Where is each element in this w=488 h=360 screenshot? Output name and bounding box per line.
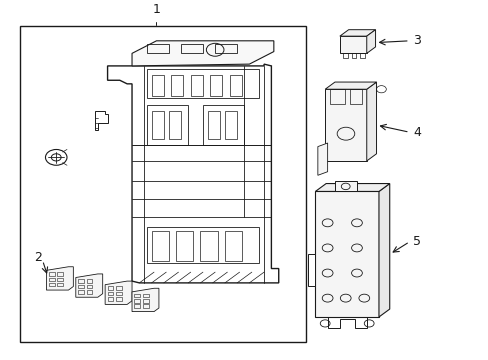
Bar [151,111,163,139]
Bar [142,299,148,303]
Polygon shape [307,254,315,285]
Bar [57,278,63,281]
Bar [49,283,55,287]
Text: 3: 3 [412,34,420,47]
Polygon shape [105,281,132,305]
Bar [168,111,181,139]
Text: 4: 4 [412,126,420,139]
Bar [207,111,220,139]
Polygon shape [366,82,376,161]
Bar [57,283,63,287]
Bar [49,272,55,276]
Bar [342,53,347,58]
Bar [210,75,222,96]
Bar [171,75,183,96]
Bar [229,75,242,96]
Bar [20,27,305,342]
Bar [224,231,242,261]
Polygon shape [366,30,375,53]
Bar [107,292,113,296]
Polygon shape [378,184,389,317]
Bar [349,89,361,104]
Text: 2: 2 [34,251,41,264]
Polygon shape [76,274,102,297]
Text: 1: 1 [152,4,160,17]
Bar [134,299,140,303]
Bar [351,53,356,58]
Bar [107,287,113,290]
Polygon shape [315,184,389,192]
Bar [315,192,378,317]
Bar [151,231,168,261]
Bar [325,89,366,161]
Bar [134,294,140,297]
Bar [360,53,365,58]
Bar [78,285,84,288]
Bar [203,105,244,145]
Bar [49,278,55,281]
Bar [57,272,63,276]
Text: 5: 5 [412,235,420,248]
Bar [86,279,92,283]
Bar [334,181,356,192]
Bar [215,44,237,53]
Bar [116,287,122,290]
Polygon shape [325,82,376,89]
Bar [78,290,84,294]
Bar [200,231,217,261]
Bar [116,292,122,296]
Bar [224,111,237,139]
Bar [146,227,259,263]
Bar [116,297,122,301]
Polygon shape [132,41,273,66]
Bar [86,290,92,294]
Bar [86,285,92,288]
Bar [151,75,163,96]
Bar [107,297,113,301]
Bar [142,305,148,308]
Bar [190,75,203,96]
Polygon shape [132,288,159,312]
Bar [176,231,193,261]
Bar [339,36,366,53]
Bar [146,44,168,53]
Bar [181,44,203,53]
Bar [78,279,84,283]
Polygon shape [317,143,327,175]
Bar [329,89,344,104]
Bar [142,294,148,297]
Bar [146,105,188,145]
Polygon shape [339,30,375,36]
Polygon shape [46,267,73,290]
Bar [146,69,259,98]
Bar [134,305,140,308]
